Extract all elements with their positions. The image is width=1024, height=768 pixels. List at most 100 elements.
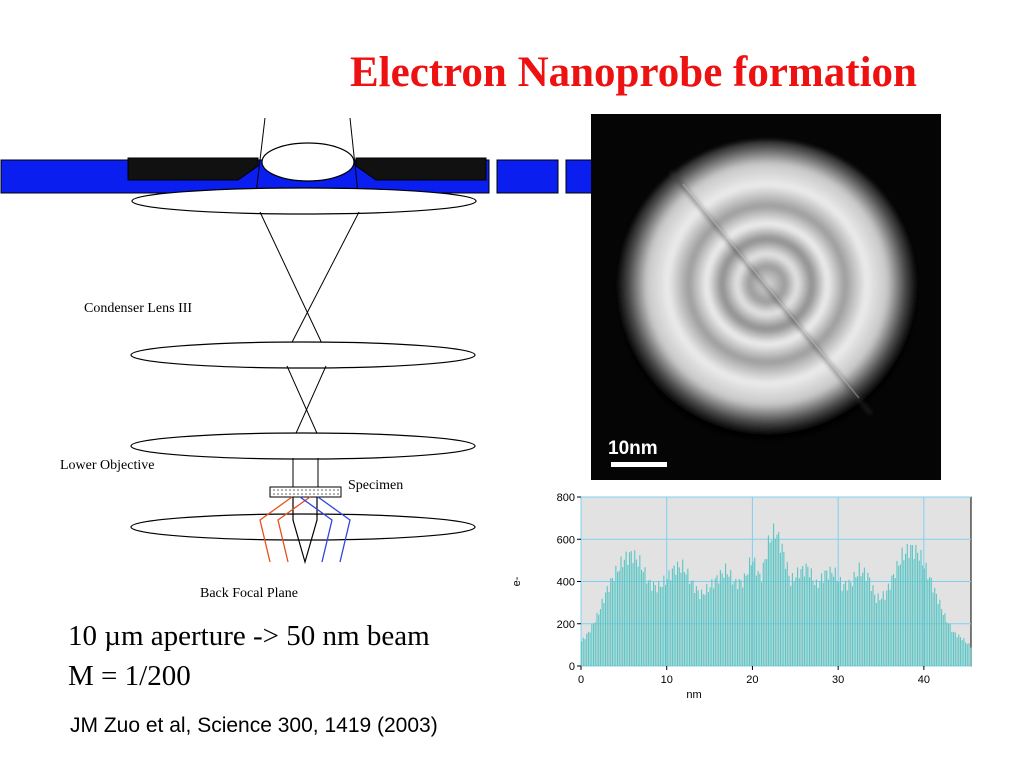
- bar: [668, 570, 670, 666]
- bar: [913, 559, 915, 666]
- bar: [766, 559, 768, 666]
- bar: [682, 559, 684, 666]
- bar: [827, 579, 829, 666]
- bar: [586, 633, 588, 666]
- bar: [947, 623, 949, 666]
- bar: [632, 563, 634, 666]
- bar: [725, 563, 727, 666]
- upper-lens: [261, 142, 355, 182]
- bar: [742, 587, 744, 666]
- bar: [781, 543, 783, 666]
- bar: [841, 590, 843, 666]
- bar: [877, 593, 879, 666]
- bar: [939, 599, 941, 666]
- bar: [773, 523, 775, 666]
- bar: [764, 559, 766, 666]
- back-focal-plane-lens: [130, 513, 476, 541]
- bar: [867, 572, 869, 666]
- bar: [932, 592, 934, 666]
- bar: [834, 567, 836, 666]
- bar: [935, 593, 937, 666]
- specimen-label: Specimen: [348, 478, 404, 493]
- ray-central: [292, 497, 318, 565]
- slide-title: Electron Nanoprobe formation: [350, 49, 917, 96]
- bar: [707, 592, 709, 666]
- electron-optics-diagram: [0, 117, 600, 565]
- bar: [606, 586, 608, 666]
- bar: [879, 600, 881, 666]
- bar: [649, 579, 651, 666]
- bar: [699, 599, 701, 666]
- bar: [795, 577, 797, 666]
- bar: [845, 580, 847, 666]
- bar: [942, 615, 944, 666]
- bar: [846, 590, 848, 666]
- bar: [726, 574, 728, 666]
- bar: [767, 535, 769, 666]
- bar: [917, 552, 919, 666]
- bar: [709, 587, 711, 666]
- bar: [906, 544, 908, 666]
- bar: [803, 576, 805, 666]
- bar: [603, 602, 605, 666]
- bar: [678, 567, 680, 666]
- bar: [762, 562, 764, 666]
- bar: [824, 570, 826, 666]
- bar: [591, 624, 593, 666]
- bar: [810, 568, 812, 666]
- y-tick-label: 200: [557, 619, 575, 631]
- y-tick-label: 0: [569, 661, 575, 673]
- ray-cross-d: [292, 365, 327, 441]
- bar: [596, 612, 598, 666]
- bar: [872, 585, 874, 666]
- ray-cross-c: [286, 365, 321, 441]
- bar: [851, 586, 853, 666]
- bar: [661, 586, 663, 666]
- bar: [617, 571, 619, 666]
- x-tick-label: 30: [832, 674, 844, 686]
- bar: [898, 565, 900, 666]
- bar: [817, 587, 819, 666]
- bar: [822, 582, 824, 666]
- bar: [941, 609, 943, 666]
- bar: [963, 638, 965, 666]
- bar: [949, 623, 951, 666]
- bar: [814, 585, 816, 666]
- bar: [800, 569, 802, 666]
- bar: [930, 577, 932, 666]
- bar: [860, 576, 862, 666]
- citation: JM Zuo et al, Science 300, 1419 (2003): [70, 714, 438, 737]
- bar: [750, 565, 752, 666]
- bar: [593, 623, 595, 666]
- bar: [911, 545, 913, 666]
- bar: [778, 532, 780, 666]
- bar: [623, 559, 625, 666]
- bar: [905, 553, 907, 666]
- bar: [807, 566, 809, 666]
- bar: [920, 549, 922, 666]
- bar: [809, 577, 811, 666]
- x-tick-label: 0: [578, 674, 584, 686]
- bar: [829, 566, 831, 666]
- bar: [639, 555, 641, 666]
- bar: [740, 580, 742, 666]
- bar: [716, 575, 718, 666]
- ray-cross-b: [286, 211, 360, 353]
- bar: [582, 637, 584, 666]
- bar: [752, 561, 754, 666]
- bar: [733, 581, 735, 666]
- bar: [613, 581, 615, 666]
- bar: [605, 592, 607, 666]
- bar: [887, 583, 889, 666]
- bar: [881, 598, 883, 666]
- bar: [683, 572, 685, 666]
- bar: [922, 565, 924, 666]
- bar: [855, 577, 857, 666]
- bar: [675, 574, 677, 666]
- bar: [755, 575, 757, 666]
- bar: [863, 567, 865, 666]
- bar: [673, 565, 675, 666]
- scale-bar: [611, 462, 667, 467]
- bar: [791, 573, 793, 666]
- intensity-profile-chart: 0 200 400 600 800 0 10 20 30 40 nm e-: [511, 492, 972, 701]
